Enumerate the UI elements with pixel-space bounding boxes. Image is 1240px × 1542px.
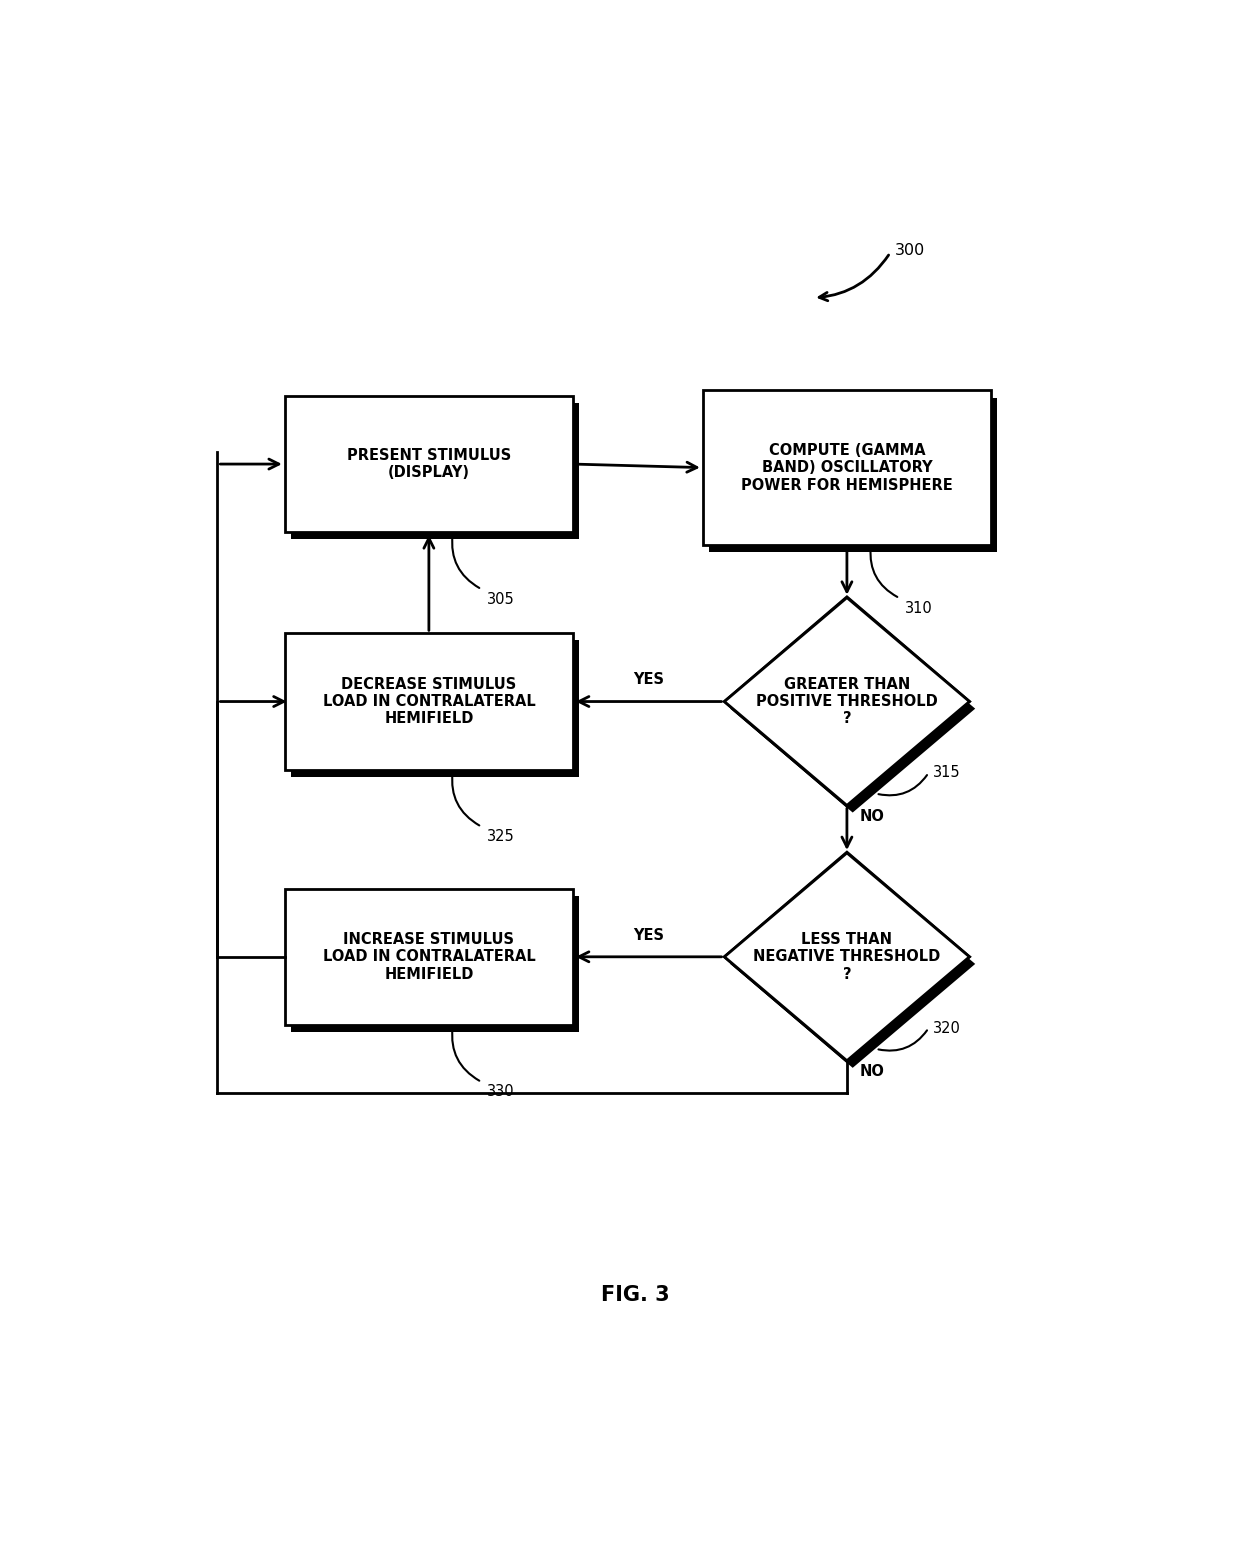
FancyBboxPatch shape (285, 888, 573, 1025)
Polygon shape (730, 860, 975, 1067)
Text: COMPUTE (GAMMA
BAND) OSCILLATORY
POWER FOR HEMISPHERE: COMPUTE (GAMMA BAND) OSCILLATORY POWER F… (742, 443, 952, 492)
Text: 315: 315 (934, 765, 961, 780)
Text: 330: 330 (486, 1084, 515, 1099)
FancyBboxPatch shape (285, 396, 573, 532)
FancyBboxPatch shape (290, 896, 579, 1032)
Polygon shape (724, 598, 970, 805)
Text: DECREASE STIMULUS
LOAD IN CONTRALATERAL
HEMIFIELD: DECREASE STIMULUS LOAD IN CONTRALATERAL … (322, 677, 536, 726)
Text: 300: 300 (895, 242, 925, 258)
Text: FIG. 3: FIG. 3 (601, 1284, 670, 1305)
Text: INCREASE STIMULUS
LOAD IN CONTRALATERAL
HEMIFIELD: INCREASE STIMULUS LOAD IN CONTRALATERAL … (322, 931, 536, 982)
Text: YES: YES (634, 672, 665, 688)
Text: GREATER THAN
POSITIVE THRESHOLD
?: GREATER THAN POSITIVE THRESHOLD ? (756, 677, 937, 726)
FancyBboxPatch shape (703, 390, 991, 544)
FancyBboxPatch shape (285, 634, 573, 769)
Polygon shape (722, 850, 972, 1064)
Text: 305: 305 (486, 592, 515, 606)
Text: 310: 310 (905, 600, 932, 615)
Text: 320: 320 (934, 1021, 961, 1036)
Text: NO: NO (859, 1064, 884, 1079)
Polygon shape (730, 604, 975, 813)
Polygon shape (724, 853, 970, 1061)
FancyBboxPatch shape (290, 402, 579, 540)
Text: YES: YES (634, 928, 665, 942)
FancyBboxPatch shape (708, 398, 997, 552)
FancyBboxPatch shape (290, 640, 579, 777)
Text: LESS THAN
NEGATIVE THRESHOLD
?: LESS THAN NEGATIVE THRESHOLD ? (753, 931, 941, 982)
Text: NO: NO (859, 810, 884, 823)
Text: 325: 325 (486, 830, 515, 843)
Polygon shape (722, 595, 972, 808)
Text: PRESENT STIMULUS
(DISPLAY): PRESENT STIMULUS (DISPLAY) (347, 447, 511, 480)
